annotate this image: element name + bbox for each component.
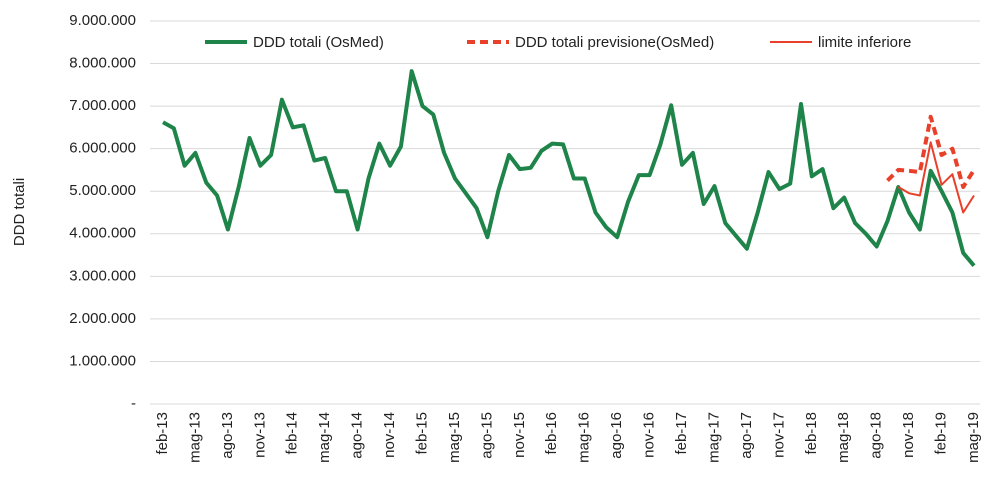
- y-tick-label: 2.000.000: [69, 310, 136, 327]
- y-axis-label: DDD totali: [11, 178, 28, 246]
- x-tick-label: nov-18: [900, 412, 917, 458]
- x-tick-label: feb-18: [803, 412, 820, 455]
- x-tick-label: ago-18: [868, 412, 885, 459]
- x-tick-label: feb-14: [284, 412, 301, 455]
- series-line: [162, 69, 976, 267]
- y-tick-label: 6.000.000: [69, 140, 136, 157]
- x-tick-label: mag-18: [835, 412, 852, 463]
- x-tick-label: ago-14: [349, 412, 366, 459]
- x-tick-label: ago-13: [219, 412, 236, 459]
- x-tick-label: ago-17: [738, 412, 755, 459]
- x-tick-label: nov-15: [511, 412, 528, 458]
- x-tick-label: feb-17: [673, 412, 690, 455]
- x-tick-label: nov-14: [381, 412, 398, 458]
- y-tick-label: 5.000.000: [69, 182, 136, 199]
- x-tick-label: mag-15: [446, 412, 463, 463]
- x-tick-label: mag-16: [576, 412, 593, 463]
- x-tick-label: feb-15: [413, 412, 430, 455]
- y-tick-label: 9.000.000: [69, 12, 136, 29]
- legend-label: limite inferiore: [818, 34, 911, 51]
- x-tick-label: ago-15: [478, 412, 495, 459]
- x-tick-label: mag-19: [965, 412, 982, 463]
- y-tick-label: 8.000.000: [69, 55, 136, 72]
- legend-label: DDD totali (OsMed): [253, 34, 384, 51]
- y-tick-label: 1.000.000: [69, 352, 136, 369]
- x-tick-label: feb-13: [154, 412, 171, 455]
- x-tick-label: mag-13: [186, 412, 203, 463]
- y-tick-label: 3.000.000: [69, 267, 136, 284]
- legend-label: DDD totali previsione(OsMed): [515, 34, 714, 51]
- x-tick-label: feb-16: [543, 412, 560, 455]
- y-tick-label: -: [131, 395, 136, 412]
- x-tick-label: nov-16: [641, 412, 658, 458]
- series-line: [897, 141, 975, 214]
- x-tick-label: nov-13: [251, 412, 268, 458]
- x-tick-label: mag-14: [316, 412, 333, 463]
- x-tick-label: ago-16: [608, 412, 625, 459]
- x-tick-label: feb-19: [933, 412, 950, 455]
- x-tick-label: mag-17: [705, 412, 722, 463]
- y-tick-label: 7.000.000: [69, 97, 136, 114]
- x-tick-label: nov-17: [770, 412, 787, 458]
- y-tick-label: 4.000.000: [69, 225, 136, 242]
- series-line: [886, 114, 976, 189]
